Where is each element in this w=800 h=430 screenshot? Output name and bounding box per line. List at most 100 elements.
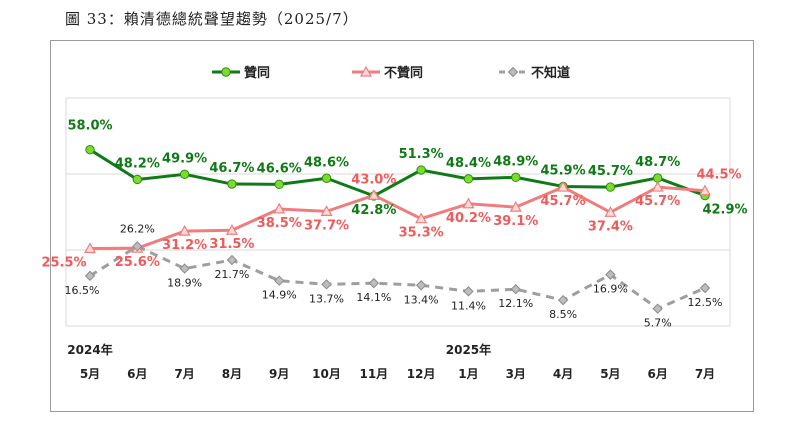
data-label: 35.3% xyxy=(399,226,444,241)
data-label: 31.5% xyxy=(209,237,254,252)
data-label: 39.1% xyxy=(493,214,538,229)
data-label: 48.7% xyxy=(635,155,680,170)
marker-circle xyxy=(416,165,426,175)
data-label: 46.6% xyxy=(257,161,302,176)
legend-label: 贊同 xyxy=(244,65,270,81)
data-label: 48.2% xyxy=(115,156,160,171)
x-tick-label: 7月 xyxy=(174,367,194,381)
data-label: 12.5% xyxy=(688,296,723,309)
x-tick-label: 9月 xyxy=(269,367,289,381)
marker-diamond xyxy=(557,294,569,306)
legend-label: 不贊同 xyxy=(384,65,423,81)
data-label: 43.0% xyxy=(351,172,396,187)
data-label: 13.4% xyxy=(404,293,439,306)
marker-triangle xyxy=(651,180,664,192)
marker-triangle xyxy=(320,205,333,216)
marker-diamond xyxy=(605,269,616,280)
marker-triangle xyxy=(178,224,191,236)
data-label: 8.5% xyxy=(549,308,577,321)
data-label: 45.7% xyxy=(635,194,680,209)
marker-triangle xyxy=(273,202,286,214)
marker-diamond xyxy=(368,277,380,289)
legend-label: 不知道 xyxy=(531,65,570,81)
marker-diamond xyxy=(507,66,519,78)
data-label: 49.9% xyxy=(162,151,207,166)
series-line xyxy=(89,244,706,311)
data-label: 48.4% xyxy=(446,156,491,171)
data-label: 40.2% xyxy=(446,211,491,226)
series-line xyxy=(89,185,706,250)
data-label: 16.9% xyxy=(593,283,628,296)
marker-triangle xyxy=(359,65,373,77)
marker-circle xyxy=(605,182,616,192)
marker-triangle xyxy=(225,224,238,235)
data-label: 25.5% xyxy=(41,255,86,270)
data-label: 44.5% xyxy=(696,168,741,183)
x-tick-label: 5月 xyxy=(600,367,620,381)
plot-area xyxy=(65,97,731,327)
data-label: 42.8% xyxy=(351,203,396,218)
data-label: 45.7% xyxy=(541,194,586,209)
year-label: 2025年 xyxy=(446,342,491,357)
marker-triangle xyxy=(83,242,97,254)
marker-circle xyxy=(221,67,231,77)
marker-triangle xyxy=(367,189,380,200)
chart-frame xyxy=(50,40,754,412)
x-tick-label: 11月 xyxy=(359,367,388,381)
marker-diamond xyxy=(321,279,332,290)
x-tick-label: 3月 xyxy=(506,367,526,381)
marker-diamond xyxy=(415,280,427,291)
data-label: 16.5% xyxy=(65,284,100,297)
data-label: 38.5% xyxy=(257,216,302,231)
data-label: 42.9% xyxy=(702,203,747,218)
data-label: 21.7% xyxy=(214,268,249,281)
data-label: 5.7% xyxy=(644,317,672,330)
marker-diamond xyxy=(652,303,663,314)
data-label: 18.9% xyxy=(167,277,202,290)
figure-title: 圖 33：賴清德總統聲望趨勢（2025/7） xyxy=(65,10,359,28)
data-label: 26.2% xyxy=(120,222,155,235)
x-tick-label: 1月 xyxy=(458,367,478,381)
data-label: 14.9% xyxy=(262,289,297,302)
marker-triangle xyxy=(557,180,570,192)
marker-triangle xyxy=(509,200,522,212)
data-label: 25.6% xyxy=(115,255,160,270)
data-label: 48.9% xyxy=(493,154,538,169)
marker-circle xyxy=(511,172,521,183)
data-label: 46.7% xyxy=(209,161,254,176)
marker-diamond xyxy=(510,284,521,295)
data-label: 14.1% xyxy=(356,291,391,304)
series-line xyxy=(89,148,706,198)
x-tick-label: 4月 xyxy=(553,367,573,381)
marker-diamond xyxy=(226,254,238,266)
marker-triangle xyxy=(604,206,617,217)
data-label: 51.3% xyxy=(399,147,444,162)
x-tick-label: 12月 xyxy=(407,367,436,381)
marker-diamond xyxy=(132,241,143,252)
x-tick-label: 8月 xyxy=(222,367,242,381)
marker-circle xyxy=(321,173,332,183)
marker-diamond xyxy=(699,282,711,294)
marker-diamond xyxy=(463,286,474,297)
data-label: 37.4% xyxy=(588,219,633,234)
data-label: 45.7% xyxy=(588,164,633,179)
marker-diamond xyxy=(84,270,96,282)
marker-circle xyxy=(274,179,284,190)
data-label: 13.7% xyxy=(309,292,344,305)
marker-circle xyxy=(227,179,237,189)
data-label: 48.6% xyxy=(304,155,349,170)
marker-triangle xyxy=(415,212,428,224)
marker-circle xyxy=(85,144,95,155)
marker-diamond xyxy=(179,263,190,274)
marker-triangle xyxy=(698,184,712,196)
x-tick-label: 6月 xyxy=(648,367,668,381)
x-tick-label: 5月 xyxy=(80,367,100,381)
data-label: 37.7% xyxy=(304,218,349,233)
data-label: 31.2% xyxy=(162,238,207,253)
marker-triangle xyxy=(462,197,475,209)
data-label: 11.4% xyxy=(451,299,486,312)
x-tick-label: 6月 xyxy=(127,367,147,381)
marker-circle xyxy=(179,169,190,180)
x-tick-label: 7月 xyxy=(695,367,715,381)
